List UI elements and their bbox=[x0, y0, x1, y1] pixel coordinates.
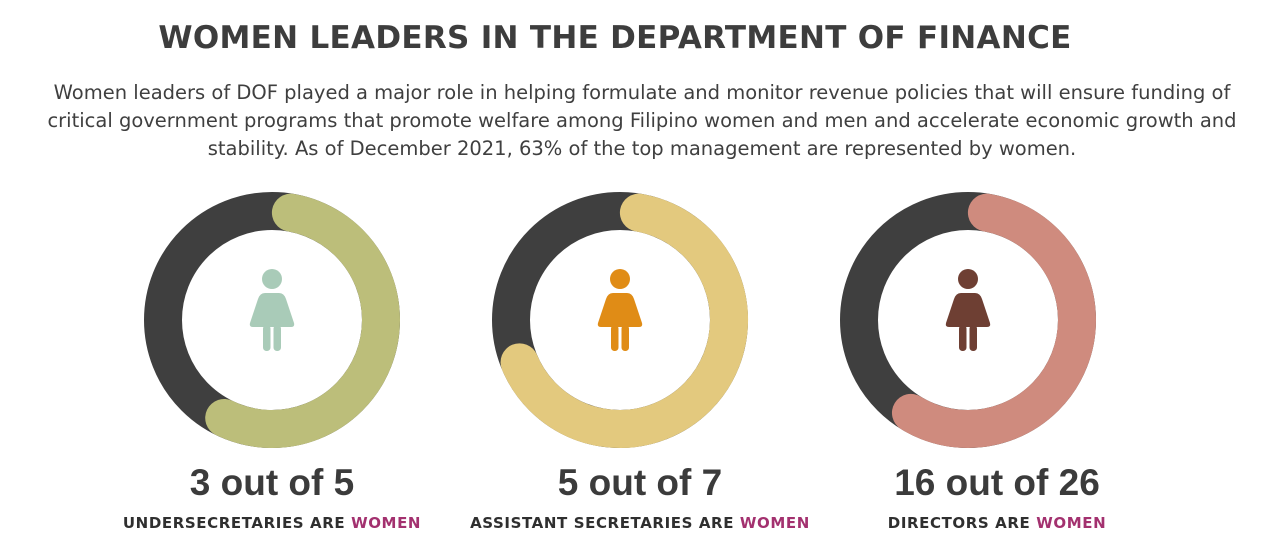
stat-value: 5 out of 7 bbox=[557, 462, 723, 503]
donut-women-arc bbox=[891, 193, 1096, 448]
stat-value: 16 out of 26 bbox=[894, 462, 1100, 503]
caption-accent: WOMEN bbox=[351, 514, 422, 532]
caption-accent: WOMEN bbox=[1036, 514, 1107, 532]
caption-text: ASSISTANT SECRETARIES ARE bbox=[470, 514, 740, 532]
stat-value: 3 out of 5 bbox=[189, 462, 355, 503]
page-title: WOMEN LEADERS IN THE DEPARTMENT OF FINAN… bbox=[158, 20, 1072, 56]
intro-paragraph: Women leaders of DOF played a major role… bbox=[47, 81, 1237, 160]
stat-caption: UNDERSECRETARIES ARE WOMEN bbox=[62, 514, 482, 532]
donut-chart bbox=[840, 192, 1096, 448]
caption-text: DIRECTORS ARE bbox=[887, 514, 1037, 532]
woman-icon bbox=[945, 269, 991, 351]
woman-icon bbox=[249, 269, 295, 351]
donut-chart bbox=[492, 192, 748, 448]
donut-women-arc bbox=[500, 193, 748, 448]
donut-chart bbox=[144, 192, 400, 448]
stat-caption: DIRECTORS ARE WOMEN bbox=[787, 514, 1207, 532]
donut-women-arc bbox=[205, 193, 400, 448]
stat-caption: ASSISTANT SECRETARIES ARE WOMEN bbox=[430, 514, 850, 532]
caption-text: UNDERSECRETARIES ARE bbox=[122, 514, 352, 532]
woman-icon bbox=[597, 269, 643, 351]
caption-accent: WOMEN bbox=[739, 514, 810, 532]
